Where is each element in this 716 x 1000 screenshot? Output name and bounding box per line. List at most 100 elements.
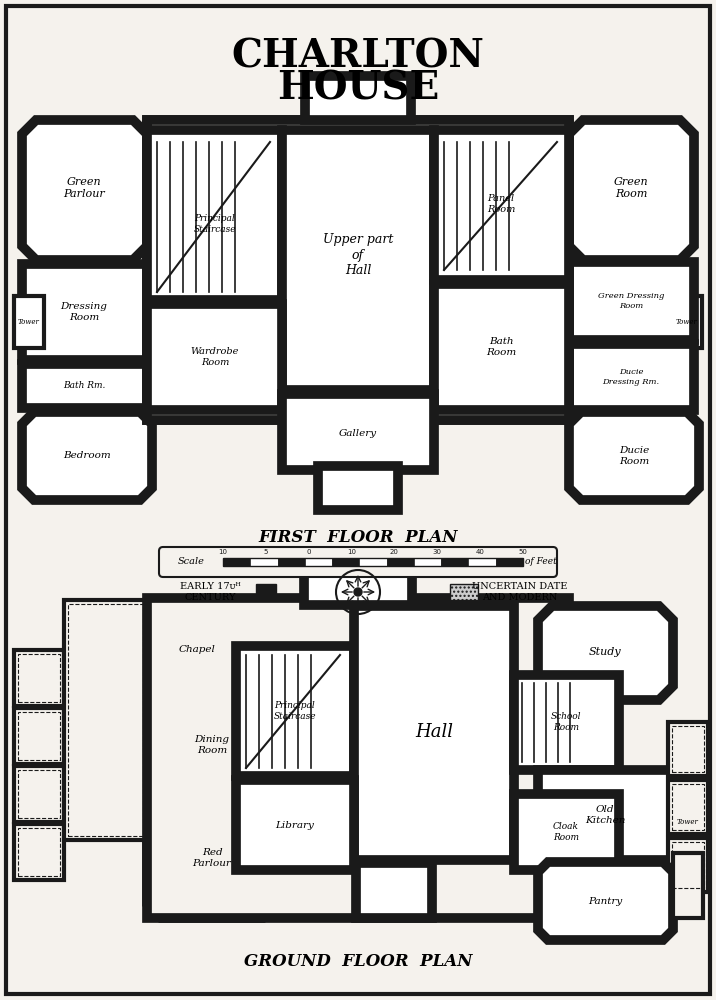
Text: Upper part
of
Hall: Upper part of Hall [323, 233, 393, 276]
Text: CHARLTON: CHARLTON [231, 37, 485, 75]
Bar [450, 584, 478, 600]
Circle shape [354, 588, 362, 596]
Text: HOUSE: HOUSE [277, 69, 439, 107]
Text: GROUND  FLOOR  PLAN: GROUND FLOOR PLAN [243, 954, 473, 970]
Bar [147, 120, 569, 420]
Bar [305, 76, 411, 120]
Text: Bath
Room: Bath Room [486, 337, 516, 357]
Text: Old
Kitchen: Old Kitchen [585, 805, 625, 825]
Bar [434, 130, 569, 280]
Text: UNCERTAIN DATE
AND MODERN: UNCERTAIN DATE AND MODERN [473, 582, 568, 602]
Text: Scale: Scale [178, 558, 205, 566]
Text: Bedroom: Bedroom [63, 452, 111, 460]
Bar [672, 726, 704, 772]
Text: 10: 10 [347, 549, 356, 555]
Text: of Feet: of Feet [525, 558, 557, 566]
Text: School
Room: School Room [551, 712, 581, 732]
Text: Green
Parlour: Green Parlour [63, 177, 105, 199]
Bar [223, 558, 251, 566]
Text: Tower: Tower [18, 318, 40, 326]
Text: Green
Room: Green Room [614, 177, 648, 199]
Text: 5: 5 [263, 549, 268, 555]
Text: EARLY 17ᴜᴴ
CENTURY: EARLY 17ᴜᴴ CENTURY [180, 582, 241, 602]
Bar [278, 558, 305, 566]
Text: Principal
Staircase: Principal Staircase [274, 701, 316, 721]
Text: Panel
Room: Panel Room [487, 194, 516, 214]
Bar [14, 650, 64, 706]
Text: Wardrobe
Room: Wardrobe Room [190, 347, 239, 367]
Bar [68, 604, 143, 836]
Text: Tower: Tower [677, 818, 699, 826]
Bar [282, 394, 434, 470]
Bar [147, 694, 277, 796]
Bar [414, 558, 441, 566]
Text: Hall: Hall [415, 723, 453, 741]
Text: Principal
Staircase: Principal Staircase [194, 214, 236, 234]
Text: 0: 0 [306, 549, 311, 555]
Polygon shape [569, 120, 694, 260]
Text: FIRST  FLOOR  PLAN: FIRST FLOOR PLAN [258, 530, 458, 546]
Bar [495, 558, 523, 566]
Polygon shape [538, 862, 673, 940]
Bar [673, 794, 703, 850]
Text: Green Dressing
Room: Green Dressing Room [598, 292, 664, 310]
Polygon shape [147, 610, 247, 690]
Text: 20: 20 [390, 549, 399, 555]
Text: 30: 30 [432, 549, 442, 555]
Polygon shape [22, 412, 152, 500]
Text: 50: 50 [518, 549, 528, 555]
Bar [147, 598, 569, 918]
Bar [468, 558, 495, 566]
Text: Ducie
Dressing Rm.: Ducie Dressing Rm. [602, 368, 659, 386]
Polygon shape [22, 120, 147, 260]
Text: Chapel: Chapel [178, 646, 216, 654]
Bar [256, 584, 276, 600]
Bar [359, 558, 387, 566]
Bar [22, 264, 147, 360]
Text: Library: Library [276, 820, 314, 830]
Bar [569, 344, 694, 410]
Bar [18, 828, 60, 876]
Text: Bath Rm.: Bath Rm. [63, 381, 105, 390]
Bar [304, 565, 412, 605]
FancyBboxPatch shape [159, 547, 557, 577]
Bar [672, 784, 704, 830]
Bar [538, 770, 673, 860]
Text: Dining
Room: Dining Room [195, 735, 230, 755]
Bar [236, 646, 354, 776]
Polygon shape [538, 606, 673, 700]
Text: Study: Study [589, 647, 621, 657]
Bar [672, 842, 704, 888]
Bar [514, 794, 619, 870]
Bar [14, 708, 64, 764]
Text: Cloak
Room: Cloak Room [553, 822, 579, 842]
Polygon shape [147, 800, 277, 918]
Bar [18, 712, 60, 760]
Bar [668, 780, 708, 834]
Bar [14, 824, 64, 880]
Text: 10: 10 [218, 549, 228, 555]
Bar [672, 296, 702, 348]
Bar [282, 130, 434, 390]
Bar [318, 466, 398, 510]
Bar [354, 606, 514, 860]
Bar [251, 558, 278, 566]
Bar [387, 558, 414, 566]
Bar [64, 600, 147, 840]
Bar [223, 558, 523, 566]
Text: Pantry: Pantry [588, 896, 622, 906]
Bar [332, 558, 359, 566]
Bar [18, 654, 60, 702]
Text: Gallery: Gallery [339, 428, 377, 438]
Text: 40: 40 [475, 549, 485, 555]
Bar [18, 770, 60, 818]
Bar [668, 722, 708, 776]
Bar [147, 130, 282, 300]
Bar [147, 120, 569, 420]
Bar [14, 296, 44, 348]
Bar [356, 863, 432, 918]
Polygon shape [569, 412, 699, 500]
Bar [434, 284, 569, 410]
Bar [14, 766, 64, 822]
Bar [514, 675, 619, 770]
